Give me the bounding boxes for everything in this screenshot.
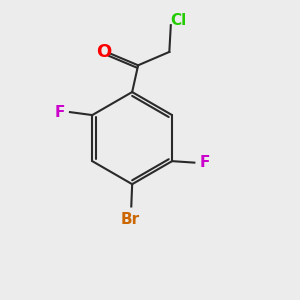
Text: Br: Br xyxy=(121,212,140,227)
Text: F: F xyxy=(54,105,65,120)
Text: F: F xyxy=(200,155,210,170)
Text: Cl: Cl xyxy=(170,13,186,28)
Text: O: O xyxy=(96,43,112,61)
